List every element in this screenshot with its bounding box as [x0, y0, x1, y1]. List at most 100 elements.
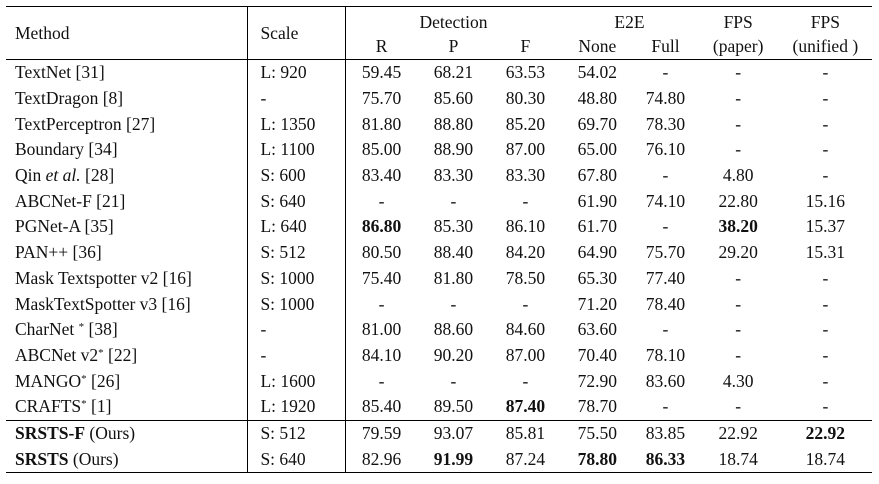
scale-cell: S: 640 — [247, 188, 346, 215]
results-table: Method Scale Detection E2E FPS FPS R P F… — [6, 6, 872, 474]
header-r: R — [375, 35, 388, 56]
method-bold-text: SRSTS — [15, 448, 69, 469]
table-row: PGNet-A [35] L: 640 86.80 85.30 86.10 61… — [6, 214, 872, 240]
table-row: ABCNet v2* [22] - 84.10 90.20 87.00 70.4… — [6, 342, 872, 369]
method-ref-text: [38] — [84, 319, 118, 340]
f-cell: 85.81 — [489, 419, 562, 447]
full-cell: - — [633, 58, 698, 86]
fps-unified-cell: 22.92 — [778, 419, 872, 447]
header-fps-unified-line2: (unified ) — [792, 35, 859, 56]
full-cell: 75.70 — [645, 242, 686, 263]
full-cell: 78.10 — [645, 344, 686, 365]
table-row: MaskTextSpotter v3 [16] S: 1000 - - - 71… — [6, 291, 872, 317]
table-row: CRAFTS* [1] L: 1920 85.40 89.50 87.40 78… — [6, 393, 872, 421]
p-cell: 68.21 — [417, 58, 490, 86]
fps-paper-cell: 4.80 — [722, 165, 754, 186]
fps-paper-cell: - — [735, 267, 742, 288]
fps-paper-cell: 22.80 — [718, 190, 758, 211]
f-cell: 85.20 — [505, 113, 546, 134]
f-cell: 78.50 — [505, 267, 546, 288]
full-cell: 74.10 — [645, 190, 686, 211]
scale-cell: L: 640 — [247, 214, 346, 240]
method-footnote-mark: * — [98, 346, 104, 359]
f-cell: 86.10 — [505, 216, 546, 237]
method-text: ABCNet v2 — [15, 344, 99, 365]
full-cell: 78.40 — [645, 293, 686, 314]
method-cell: PAN++ [36] — [6, 239, 249, 266]
r-cell: 82.96 — [345, 446, 418, 474]
p-cell: 88.40 — [433, 242, 474, 263]
fps-paper-cell: 38.20 — [718, 216, 758, 237]
table-row: SRSTS (Ours) S: 640 82.96 91.99 87.24 78… — [6, 446, 872, 474]
fps-paper-cell: - — [735, 139, 742, 160]
table-row: PAN++ [36] S: 512 80.50 88.40 84.20 64.9… — [6, 239, 872, 266]
method-cell: Boundary [34] — [6, 137, 249, 163]
fps-paper-cell: 4.30 — [722, 370, 754, 391]
method-italic-text: et al. — [45, 165, 81, 186]
method-cell: SRSTS (Ours) — [6, 446, 249, 474]
method-footnote-mark: * — [78, 321, 85, 334]
r-cell: 85.40 — [361, 396, 402, 417]
r-cell: 59.45 — [345, 58, 418, 86]
scale-cell: - — [247, 316, 346, 343]
method-suffix-text: (Ours) — [68, 448, 119, 469]
full-cell: - — [662, 165, 669, 186]
scale-cell: S: 600 — [247, 162, 346, 189]
r-cell: 75.40 — [361, 267, 402, 288]
fps-paper-cell: - — [735, 396, 742, 417]
method-text: CharNet — [15, 319, 79, 340]
scale-cell: S: 640 — [247, 446, 346, 474]
r-cell: 83.40 — [361, 165, 402, 186]
method-footnote-mark: * — [81, 372, 87, 385]
scale-cell: L: 1920 — [247, 393, 346, 421]
full-cell: 76.10 — [645, 139, 686, 160]
method-cell: Qin et al. [28] — [6, 162, 249, 189]
fps-paper-cell: - — [697, 58, 779, 86]
header-fps-unified-line1: FPS — [778, 6, 872, 33]
header-e2e: E2E — [561, 6, 698, 33]
fps-unified-cell: 15.16 — [805, 190, 846, 211]
none-cell: 69.70 — [577, 113, 617, 134]
method-cell: ABCNet-F [21] — [6, 188, 249, 215]
p-cell: 88.90 — [433, 139, 474, 160]
full-cell: 83.60 — [645, 370, 686, 391]
method-ref-text: [28] — [80, 165, 115, 186]
method-bold-text: SRSTS-F — [15, 422, 86, 443]
r-cell: - — [378, 190, 385, 211]
method-cell: CRAFTS* [1] — [6, 393, 249, 421]
header-full: Full — [651, 35, 680, 56]
fps-unified-cell: - — [822, 88, 829, 109]
r-cell: 80.50 — [361, 242, 402, 263]
none-cell: 70.40 — [577, 344, 617, 365]
fps-paper-cell: - — [735, 113, 742, 134]
header-fps-paper-line1: FPS — [697, 6, 779, 33]
method-cell: PGNet-A [35] — [6, 214, 249, 240]
method-cell: ABCNet v2* [22] — [6, 342, 249, 369]
p-cell: 90.20 — [433, 344, 474, 365]
scale-cell: S: 1000 — [247, 265, 346, 292]
fps-paper-cell: - — [735, 344, 742, 365]
p-cell: 93.07 — [417, 419, 490, 447]
p-cell: - — [450, 370, 457, 391]
full-cell: 74.80 — [645, 88, 686, 109]
none-cell: 71.20 — [577, 293, 617, 314]
r-cell: - — [378, 370, 385, 391]
scale-cell: L: 1350 — [247, 111, 346, 138]
scale-cell: S: 512 — [247, 419, 346, 447]
method-footnote-mark: * — [81, 398, 87, 411]
full-cell: - — [662, 396, 669, 417]
header-scale: Scale — [247, 6, 346, 60]
fps-unified-cell: - — [822, 267, 829, 288]
table-row: ABCNet-F [21] S: 640 - - - 61.90 74.10 2… — [6, 188, 872, 215]
r-cell: 81.80 — [361, 113, 402, 134]
scale-cell: - — [247, 85, 346, 112]
method-cell: CharNet * [38] — [6, 316, 249, 343]
fps-unified-cell: - — [822, 139, 829, 160]
none-cell: 64.90 — [577, 242, 617, 263]
none-cell: 65.30 — [577, 267, 617, 288]
p-cell: - — [450, 293, 457, 314]
fps-unified-cell: 18.74 — [778, 446, 872, 474]
p-cell: 85.30 — [433, 216, 474, 237]
full-cell: 86.33 — [633, 446, 698, 474]
r-cell: - — [378, 293, 385, 314]
